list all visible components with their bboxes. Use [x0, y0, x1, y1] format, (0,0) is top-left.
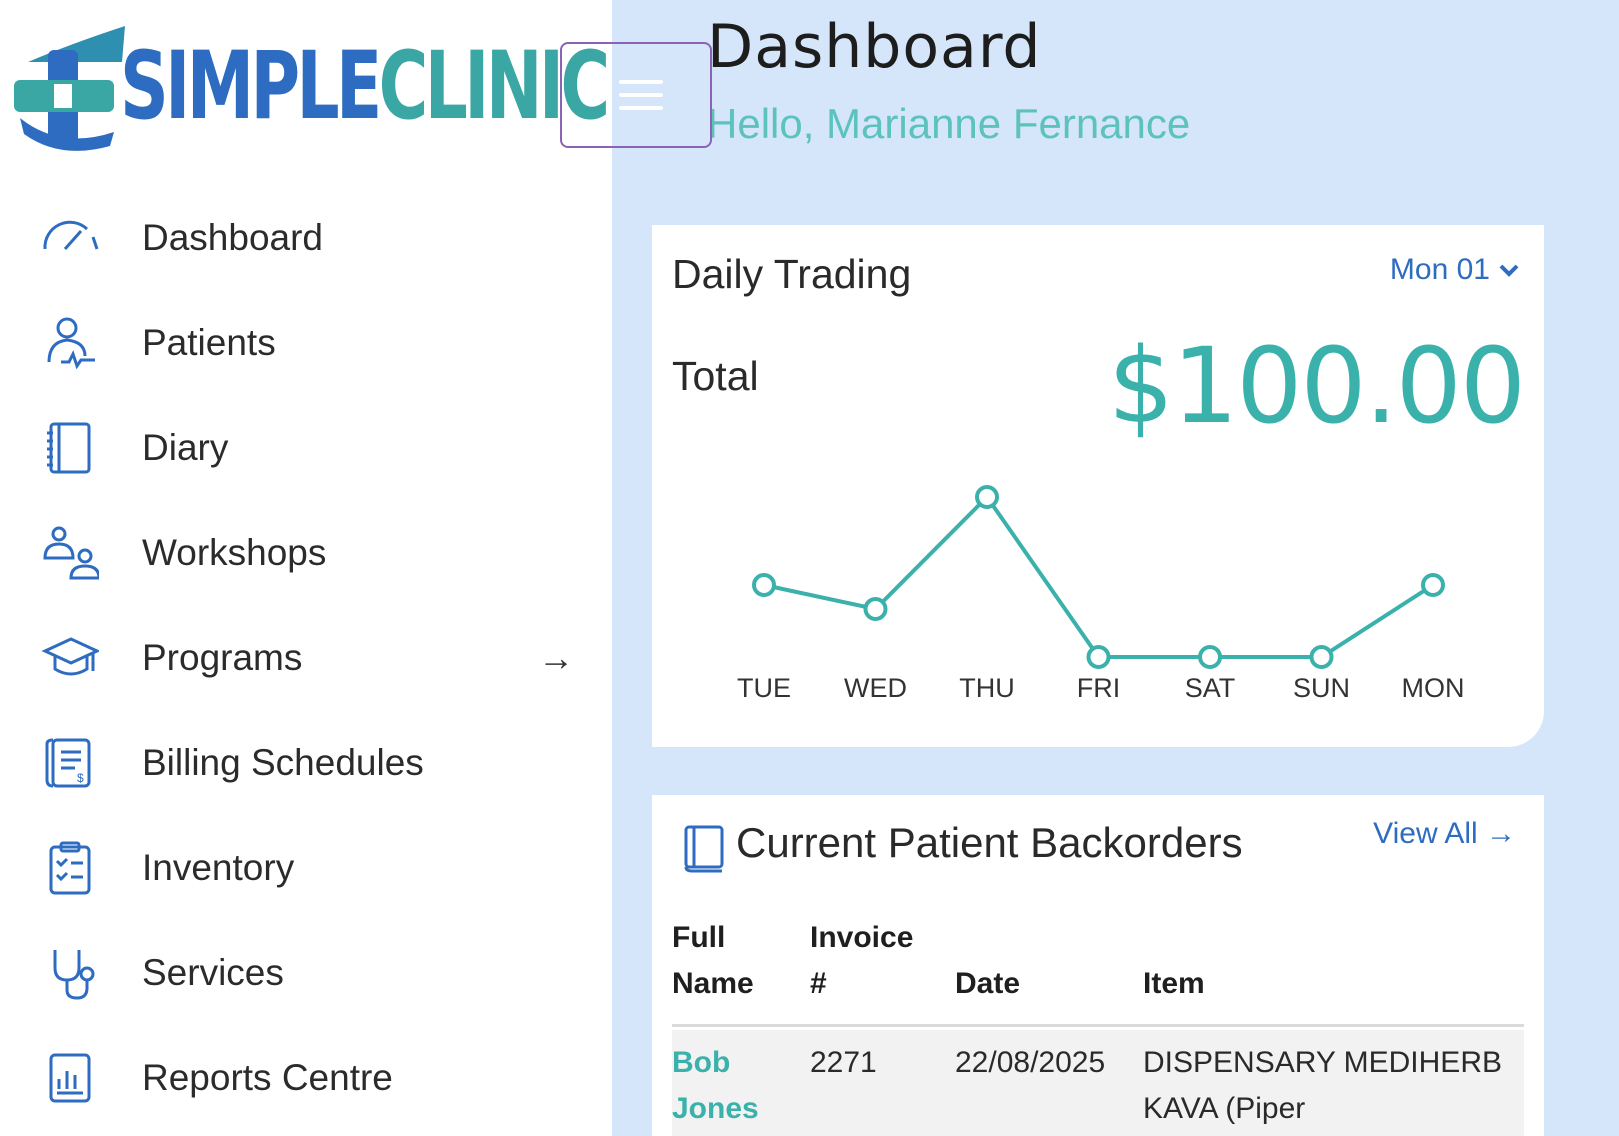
sidebar-item-label: Workshops [142, 531, 327, 573]
x-tick-label: THU [959, 673, 1015, 703]
sidebar-item-programs[interactable]: Programs → [0, 605, 612, 710]
notebook-icon [40, 420, 100, 476]
sidebar-item-workshops[interactable]: Workshops [0, 500, 612, 605]
column-header-line: Name [672, 967, 754, 1000]
data-point[interactable] [1086, 645, 1111, 669]
patient-name-link[interactable]: Bob Jones [672, 1040, 759, 1132]
item-cell: DISPENSARY MEDIHERB KAVA (Piper [1143, 1040, 1502, 1132]
sidebar-item-label: Services [142, 951, 284, 993]
sidebar-item-services[interactable]: Services [0, 920, 612, 1025]
greeting-text: Hello, Marianne Fernance [707, 100, 1191, 147]
hamburger-line [619, 106, 663, 110]
billing-icon: $ [40, 735, 100, 791]
sidebar-item-label: Reports Centre [142, 1056, 393, 1098]
sidebar-item-label: Billing Schedules [142, 741, 424, 783]
sidebar-item-reports-centre[interactable]: Reports Centre [0, 1025, 612, 1130]
simpleclinic-logo[interactable]: SIMPLECLINIC [10, 22, 610, 154]
logo-wordmark: SIMPLECLINIC [120, 40, 610, 134]
date-cell: 22/08/2025 [955, 1046, 1106, 1079]
date-selector[interactable]: Mon 01 [1390, 253, 1520, 287]
logo-clinic-text: CLINIC [378, 32, 610, 141]
column-header-line: Full [672, 921, 726, 954]
clinic-cross-icon [14, 26, 125, 151]
date-selector-value: Mon 01 [1389, 253, 1490, 286]
total-value: $100.00 [1107, 325, 1526, 447]
sidebar-item-label: Inventory [142, 846, 295, 888]
sidebar: SIMPLECLINIC Dashboard Patients Diary Wo… [0, 0, 612, 1136]
chevron-down-icon [1499, 264, 1519, 277]
sidebar-item-dashboard[interactable]: Dashboard [0, 185, 612, 290]
x-tick-label: MON [1402, 673, 1465, 703]
svg-text:$: $ [77, 771, 84, 785]
stethoscope-icon [40, 945, 100, 1001]
sidebar-item-billing-schedules[interactable]: $ Billing Schedules [0, 710, 612, 815]
hamburger-icon [619, 80, 663, 84]
cell-line: Jones [672, 1092, 759, 1125]
card-title: Daily Trading [672, 251, 912, 297]
invoice-cell: 2271 [810, 1046, 877, 1079]
daily-trading-card: Daily Trading Mon 01 Total $100.00 TUE WE… [652, 225, 1544, 747]
arrow-right-icon[interactable]: → [538, 636, 574, 678]
backorders-card: Current Patient Backorders View All → Fu… [652, 795, 1544, 1136]
sidebar-item-label: Programs [142, 636, 303, 678]
cell-line: KAVA (Piper [1143, 1092, 1306, 1125]
data-point[interactable] [863, 597, 888, 621]
data-point[interactable] [1198, 645, 1222, 669]
page-title: Dashboard [707, 12, 1042, 82]
column-header-full-name[interactable]: Full Name [672, 915, 754, 1007]
sidebar-item-patients[interactable]: Patients [0, 290, 612, 395]
x-tick-label: FRI [1077, 673, 1121, 703]
cell-line: Bob [672, 1046, 731, 1079]
sidebar-item-label: Diary [142, 426, 229, 468]
data-point[interactable] [975, 485, 999, 509]
column-header-line: # [810, 967, 827, 1000]
menu-toggle-button[interactable] [560, 42, 712, 148]
x-tick-label: TUE [737, 673, 791, 703]
sidebar-item-inventory[interactable]: Inventory [0, 815, 612, 920]
graduation-cap-icon [40, 630, 100, 686]
group-icon [40, 525, 100, 581]
column-header-date[interactable]: Date [955, 967, 1021, 1000]
clipboard-icon [40, 840, 100, 896]
sidebar-item-diary[interactable]: Diary [0, 395, 612, 500]
x-tick-label: WED [844, 673, 907, 703]
table-row[interactable]: Bob Jones 2271 22/08/2025 DISPENSARY MED… [672, 1030, 1524, 1136]
view-all-link[interactable]: View All → [1373, 817, 1516, 850]
sidebar-item-label: Dashboard [142, 216, 324, 258]
logo-simple-text: SIMPLE [120, 32, 382, 141]
sidebar-item-label: Patients [142, 321, 276, 363]
data-point[interactable] [1421, 573, 1445, 597]
sidebar-nav: Dashboard Patients Diary Workshops Progr… [0, 185, 612, 1130]
column-header-item[interactable]: Item [1143, 967, 1205, 1000]
card-title: Current Patient Backorders [736, 819, 1243, 866]
table-header: Full Name Invoice # Date Item [672, 915, 1524, 1027]
patient-icon [40, 315, 100, 371]
report-icon [40, 1050, 100, 1106]
x-tick-label: SUN [1293, 673, 1350, 703]
x-tick-label: SAT [1185, 673, 1236, 703]
cell-line: DISPENSARY MEDIHERB [1143, 1046, 1502, 1079]
gauge-icon [40, 210, 100, 266]
series-line [763, 493, 1435, 659]
column-header-invoice[interactable]: Invoice # [810, 915, 913, 1007]
total-label: Total [672, 353, 759, 399]
data-point[interactable] [752, 573, 776, 597]
book-icon [684, 825, 724, 873]
data-point[interactable] [1309, 645, 1334, 669]
daily-trading-chart: TUE WED THU FRI SAT SUN MON [737, 485, 1465, 703]
hamburger-line [619, 93, 663, 97]
column-header-line: Invoice [810, 921, 914, 954]
